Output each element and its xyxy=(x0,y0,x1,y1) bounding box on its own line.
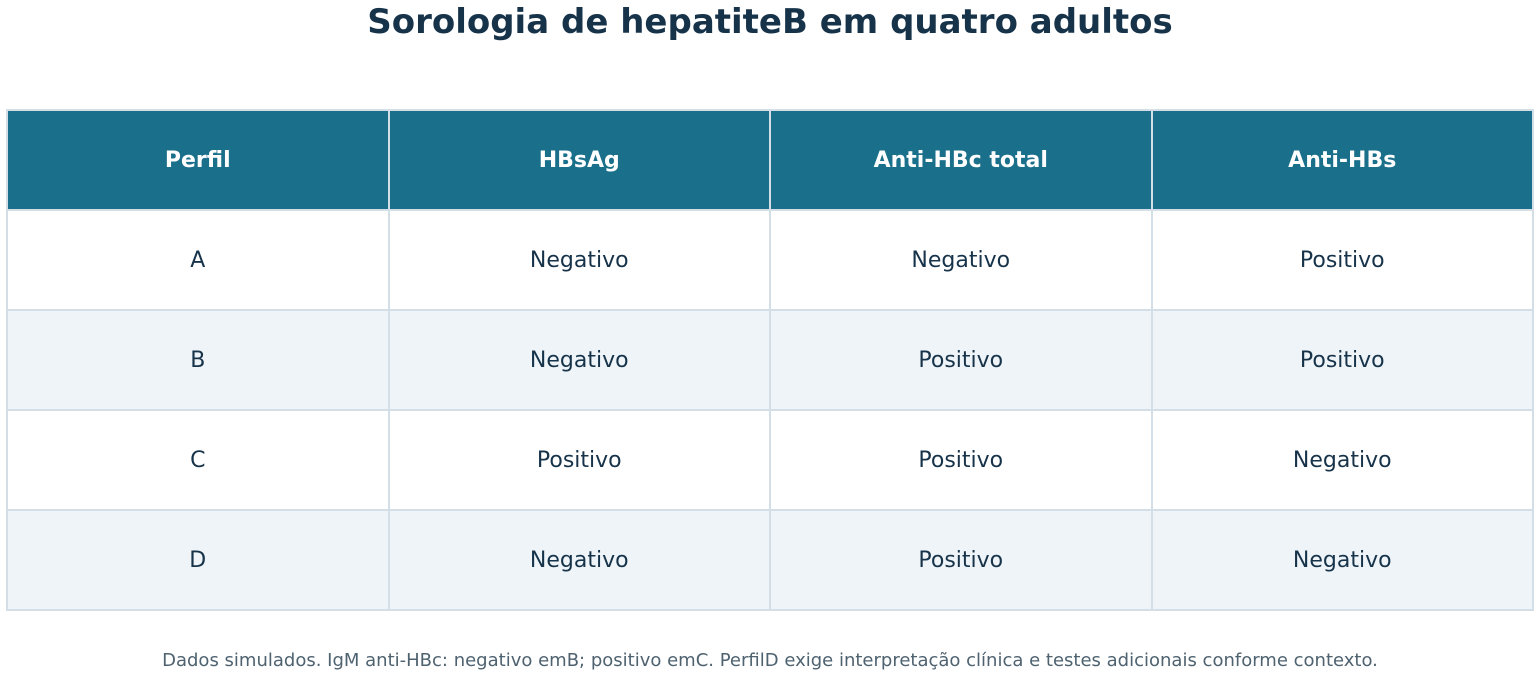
chart-title: Sorologia de hepatiteB em quatro adultos xyxy=(367,2,1173,42)
serology-table: Perfil HBsAg Anti-HBc total Anti-HBs A N… xyxy=(6,109,1534,611)
column-header: Anti-HBc total xyxy=(769,109,1153,211)
table-cell: Negativo xyxy=(387,309,771,411)
table-cell: Positivo xyxy=(387,409,771,511)
table-row: D Negativo Positivo Negativo xyxy=(6,509,1534,611)
table-row: C Positivo Positivo Negativo xyxy=(6,409,1534,511)
column-header: Anti-HBs xyxy=(1150,109,1534,211)
table-cell: Positivo xyxy=(1150,209,1534,311)
footnote: Dados simulados. IgM anti-HBc: negativo … xyxy=(162,650,1378,671)
table-row: B Negativo Positivo Positivo xyxy=(6,309,1534,411)
table-cell: C xyxy=(6,409,390,511)
table-cell: Positivo xyxy=(1150,309,1534,411)
table-header-row: Perfil HBsAg Anti-HBc total Anti-HBs xyxy=(6,109,1534,211)
table-cell: Negativo xyxy=(769,209,1153,311)
table-row: A Negativo Negativo Positivo xyxy=(6,209,1534,311)
serology-table-container: Perfil HBsAg Anti-HBc total Anti-HBs A N… xyxy=(6,109,1534,611)
table-cell: A xyxy=(6,209,390,311)
table-cell: Positivo xyxy=(769,509,1153,611)
table-cell: Positivo xyxy=(769,309,1153,411)
table-cell: Positivo xyxy=(769,409,1153,511)
table-cell: D xyxy=(6,509,390,611)
column-header: Perfil xyxy=(6,109,390,211)
table-cell: Negativo xyxy=(387,509,771,611)
table-cell: Negativo xyxy=(1150,509,1534,611)
column-header: HBsAg xyxy=(387,109,771,211)
table-cell: Negativo xyxy=(387,209,771,311)
table-cell: B xyxy=(6,309,390,411)
table-cell: Negativo xyxy=(1150,409,1534,511)
